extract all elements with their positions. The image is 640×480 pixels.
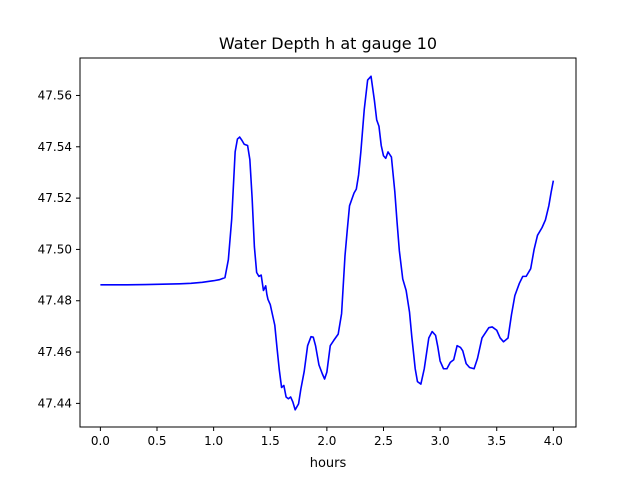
- x-tick-label: 3.0: [431, 434, 450, 448]
- y-tick-label: 47.56: [38, 88, 72, 102]
- y-axis-ticks: 47.44 47.46 47.48 47.50 47.52 47.54 47.56: [38, 88, 80, 410]
- x-tick-label: 2.0: [317, 434, 336, 448]
- x-tick-label: 1.5: [261, 434, 280, 448]
- y-tick-label: 47.52: [38, 191, 72, 205]
- x-tick-label: 4.0: [544, 434, 563, 448]
- chart-title: Water Depth h at gauge 10: [219, 34, 437, 53]
- x-axis-ticks: 0.0 0.5 1.0 1.5 2.0 2.5 3.0 3.5 4.0: [91, 427, 563, 448]
- series-line-1: [100, 75, 555, 411]
- plot-series: [100, 75, 555, 411]
- y-tick-label: 47.44: [38, 396, 72, 410]
- y-tick-label: 47.50: [38, 242, 72, 256]
- x-tick-label: 2.5: [374, 434, 393, 448]
- x-tick-label: 0.0: [91, 434, 110, 448]
- x-tick-label: 1.0: [204, 434, 223, 448]
- y-tick-label: 47.54: [38, 140, 72, 154]
- plot-area-frame: [79, 57, 577, 428]
- x-tick-label: 3.5: [487, 434, 506, 448]
- y-tick-label: 47.48: [38, 294, 72, 308]
- x-tick-label: 0.5: [147, 434, 166, 448]
- y-tick-label: 47.46: [38, 345, 72, 359]
- x-axis-label: hours: [310, 456, 347, 471]
